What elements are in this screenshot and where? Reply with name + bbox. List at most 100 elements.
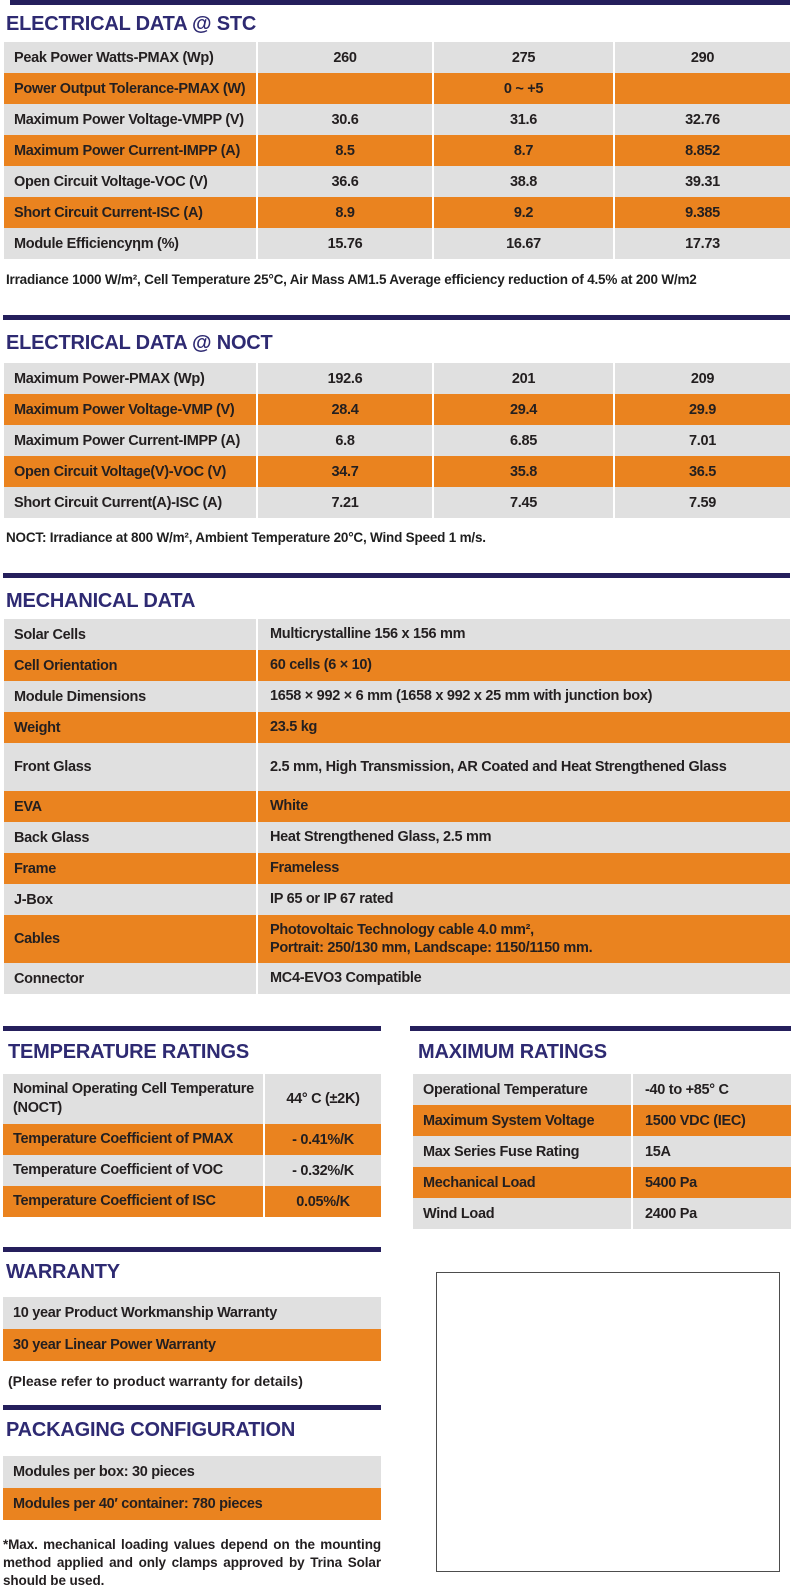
row-label: Connector bbox=[4, 963, 258, 994]
row-value: 8.9 bbox=[258, 197, 434, 228]
section-title-mechanical: MECHANICAL DATA bbox=[6, 590, 196, 612]
table-row: Back Glass Heat Strengthened Glass, 2.5 … bbox=[4, 822, 790, 853]
section-title-warranty: WARRANTY bbox=[6, 1261, 120, 1283]
row-value: 7.01 bbox=[615, 425, 790, 456]
row-value: 17.73 bbox=[615, 228, 790, 259]
row-value: 6.85 bbox=[434, 425, 615, 456]
row-value: MC4-EVO3 Compatible bbox=[258, 963, 790, 994]
row-value: Multicrystalline 156 x 156 mm bbox=[258, 619, 790, 650]
row-value: 1658 × 992 × 6 mm (1658 x 992 x 25 mm wi… bbox=[258, 681, 790, 712]
row-value: 44° C (±2K) bbox=[265, 1074, 381, 1124]
row-value: 60 cells (6 × 10) bbox=[258, 650, 790, 681]
table-row: Temperature Coefficient of PMAX - 0.41%/… bbox=[3, 1124, 381, 1155]
row-value: 290 bbox=[615, 42, 790, 73]
table-row: Maximum Power Current-IMPP (A) 8.5 8.7 8… bbox=[4, 135, 790, 166]
table-row: Module Dimensions 1658 × 992 × 6 mm (165… bbox=[4, 681, 790, 712]
row-value bbox=[615, 73, 790, 104]
divider-bar bbox=[410, 1026, 791, 1031]
row-label: Wind Load bbox=[413, 1198, 633, 1229]
table-row: Temperature Coefficient of ISC 0.05%/K bbox=[3, 1186, 381, 1217]
table-row: Modules per 40′ container: 780 pieces bbox=[3, 1488, 381, 1520]
row-value: 35.8 bbox=[434, 456, 615, 487]
table-row: Maximum System Voltage 1500 VDC (IEC) bbox=[413, 1105, 791, 1136]
packaging-table: Modules per box: 30 pieces Modules per 4… bbox=[3, 1456, 381, 1520]
table-row: Solar Cells Multicrystalline 156 x 156 m… bbox=[4, 619, 790, 650]
row-value: 275 bbox=[434, 42, 615, 73]
row-value: 30.6 bbox=[258, 104, 434, 135]
row-value: White bbox=[258, 791, 790, 822]
row-label: Maximum Power Voltage-VMPP (V) bbox=[4, 104, 258, 135]
row-label: Front Glass bbox=[4, 743, 258, 791]
stc-footnote: Irradiance 1000 W/m², Cell Temperature 2… bbox=[6, 272, 697, 287]
empty-image-box bbox=[436, 1272, 780, 1572]
table-row: Connector MC4-EVO3 Compatible bbox=[4, 963, 790, 994]
row-value: 38.8 bbox=[434, 166, 615, 197]
warranty-section: WARRANTY 10 year Product Workmanship War… bbox=[0, 1247, 381, 1589]
row-value: 0 ~ +5 bbox=[434, 73, 615, 104]
row-label: Peak Power Watts-PMAX (Wp) bbox=[4, 42, 258, 73]
row-label: Back Glass bbox=[4, 822, 258, 853]
row-value: 15.76 bbox=[258, 228, 434, 259]
row-label: Module Efficiencyηm (%) bbox=[4, 228, 258, 259]
row-label: Open Circuit Voltage(V)-VOC (V) bbox=[4, 456, 258, 487]
warranty-refer-note: (Please refer to product warranty for de… bbox=[8, 1373, 303, 1389]
maximum-ratings-column: MAXIMUM RATINGS Operational Temperature … bbox=[410, 1026, 791, 1229]
temperature-table: Nominal Operating Cell Temperature (NOCT… bbox=[3, 1074, 381, 1217]
table-row: Modules per box: 30 pieces bbox=[3, 1456, 381, 1488]
table-row: Open Circuit Voltage-VOC (V) 36.6 38.8 3… bbox=[4, 166, 790, 197]
row-value: 8.7 bbox=[434, 135, 615, 166]
row-label: Temperature Coefficient of ISC bbox=[3, 1186, 265, 1217]
row-value: - 0.32%/K bbox=[265, 1155, 381, 1186]
row-value: IP 65 or IP 67 rated bbox=[258, 884, 790, 915]
table-row: Maximum Power Voltage-VMP (V) 28.4 29.4 … bbox=[4, 394, 790, 425]
table-row: Temperature Coefficient of VOC - 0.32%/K bbox=[3, 1155, 381, 1186]
row-value: 36.6 bbox=[258, 166, 434, 197]
row-label: Short Circuit Current-ISC (A) bbox=[4, 197, 258, 228]
section-title-packaging: PACKAGING CONFIGURATION bbox=[6, 1419, 296, 1441]
row-value: 7.59 bbox=[615, 487, 790, 518]
row-label: J-Box bbox=[4, 884, 258, 915]
table-row: Operational Temperature -40 to +85° C bbox=[413, 1074, 791, 1105]
row-label: EVA bbox=[4, 791, 258, 822]
row-value: 260 bbox=[258, 42, 434, 73]
table-row: Module Efficiencyηm (%) 15.76 16.67 17.7… bbox=[4, 228, 790, 259]
row-label: Maximum Power Voltage-VMP (V) bbox=[4, 394, 258, 425]
section-title-stc: ELECTRICAL DATA @ STC bbox=[6, 13, 257, 35]
table-row: Maximum Power Current-IMPP (A) 6.8 6.85 … bbox=[4, 425, 790, 456]
row-value: 2400 Pa bbox=[633, 1198, 791, 1229]
row-label: Temperature Coefficient of PMAX bbox=[3, 1124, 265, 1155]
table-row: Weight 23.5 kg bbox=[4, 712, 790, 743]
divider-bar bbox=[3, 1026, 381, 1031]
row-label: Maximum System Voltage bbox=[413, 1105, 633, 1136]
row-label: Power Output Tolerance-PMAX (W) bbox=[4, 73, 258, 104]
table-row: Cell Orientation 60 cells (6 × 10) bbox=[4, 650, 790, 681]
row-label: Frame bbox=[4, 853, 258, 884]
table-row: EVA White bbox=[4, 791, 790, 822]
row-label: Mechanical Load bbox=[413, 1167, 633, 1198]
divider-bar bbox=[3, 573, 790, 578]
table-row: J-Box IP 65 or IP 67 rated bbox=[4, 884, 790, 915]
row-value: 7.45 bbox=[434, 487, 615, 518]
row-label: Open Circuit Voltage-VOC (V) bbox=[4, 166, 258, 197]
table-row: Short Circuit Current-ISC (A) 8.9 9.2 9.… bbox=[4, 197, 790, 228]
mounting-footnote: *Max. mechanical loading values depend o… bbox=[3, 1537, 381, 1588]
row-value: 36.5 bbox=[615, 456, 790, 487]
row-value: 31.6 bbox=[434, 104, 615, 135]
row-value: 23.5 kg bbox=[258, 712, 790, 743]
row-value: 209 bbox=[615, 363, 790, 394]
row-value: 15A bbox=[633, 1136, 791, 1167]
row-label: Maximum Power Current-IMPP (A) bbox=[4, 135, 258, 166]
table-row: 30 year Linear Power Warranty bbox=[3, 1329, 381, 1361]
warranty-table: 10 year Product Workmanship Warranty 30 … bbox=[3, 1297, 381, 1361]
row-label: Maximum Power-PMAX (Wp) bbox=[4, 363, 258, 394]
table-row: Max Series Fuse Rating 15A bbox=[413, 1136, 791, 1167]
table-row: Mechanical Load 5400 Pa bbox=[413, 1167, 791, 1198]
row-value: 8.852 bbox=[615, 135, 790, 166]
row-value: 32.76 bbox=[615, 104, 790, 135]
row-value: Heat Strengthened Glass, 2.5 mm bbox=[258, 822, 790, 853]
table-row: Short Circuit Current(A)-ISC (A) 7.21 7.… bbox=[4, 487, 790, 518]
row-value: -40 to +85° C bbox=[633, 1074, 791, 1105]
row-value: Frameless bbox=[258, 853, 790, 884]
row-value: 6.8 bbox=[258, 425, 434, 456]
